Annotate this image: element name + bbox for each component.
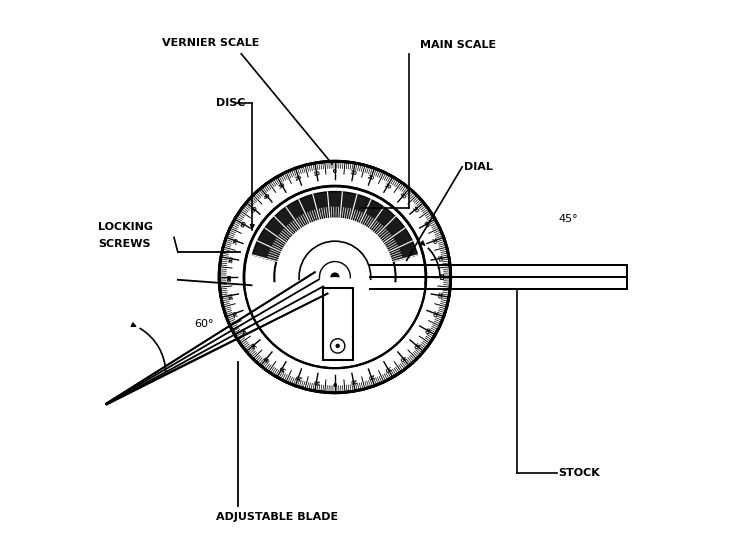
- Text: 90: 90: [227, 273, 233, 281]
- Text: 40: 40: [263, 353, 272, 362]
- Text: 20: 20: [367, 175, 375, 182]
- Text: 60: 60: [422, 220, 430, 229]
- Bar: [322, 288, 353, 360]
- Text: 70: 70: [430, 237, 437, 245]
- Text: 70: 70: [233, 237, 240, 245]
- Text: 10: 10: [313, 171, 321, 177]
- Text: 20: 20: [294, 175, 303, 182]
- Text: 20: 20: [367, 372, 375, 379]
- Text: 60: 60: [240, 220, 248, 229]
- Text: DISC: DISC: [216, 99, 246, 109]
- Text: 0: 0: [333, 170, 337, 175]
- Text: 10: 10: [313, 377, 321, 383]
- Text: 30: 30: [278, 364, 287, 372]
- Text: 60°: 60°: [194, 319, 214, 329]
- Text: 80: 80: [228, 291, 235, 299]
- Text: 50: 50: [250, 205, 259, 214]
- Text: 0: 0: [333, 379, 337, 384]
- Circle shape: [330, 338, 345, 353]
- Text: 60: 60: [422, 325, 430, 334]
- Text: 80: 80: [228, 255, 235, 263]
- Text: 70: 70: [233, 309, 240, 317]
- Text: 10: 10: [349, 377, 357, 383]
- Text: DIAL: DIAL: [464, 162, 493, 172]
- Text: MAIN SCALE: MAIN SCALE: [420, 40, 497, 50]
- Text: 10: 10: [349, 171, 357, 177]
- Text: 30: 30: [383, 364, 392, 372]
- Circle shape: [299, 241, 371, 313]
- Circle shape: [336, 343, 340, 348]
- Text: 30: 30: [383, 182, 392, 190]
- Text: LOCKING: LOCKING: [98, 222, 153, 232]
- Circle shape: [336, 343, 340, 348]
- Text: 0: 0: [333, 170, 337, 175]
- Circle shape: [319, 261, 350, 293]
- Circle shape: [275, 217, 395, 337]
- Text: 40: 40: [398, 192, 407, 201]
- Text: 0: 0: [333, 379, 337, 384]
- Circle shape: [331, 273, 339, 281]
- Bar: [322, 288, 353, 360]
- Text: 70: 70: [430, 309, 437, 317]
- Text: SCREWS: SCREWS: [98, 239, 150, 249]
- Text: 50: 50: [411, 340, 420, 349]
- Text: 80: 80: [435, 291, 442, 299]
- Text: ADJUSTABLE BLADE: ADJUSTABLE BLADE: [216, 512, 338, 522]
- Text: 90: 90: [227, 273, 233, 281]
- Text: 60: 60: [240, 325, 248, 334]
- Wedge shape: [252, 192, 417, 261]
- Text: 45°: 45°: [558, 214, 578, 224]
- Text: 90: 90: [437, 273, 442, 281]
- Text: 20: 20: [294, 372, 303, 379]
- Text: 90: 90: [437, 273, 442, 281]
- Text: 50: 50: [411, 205, 420, 214]
- Circle shape: [330, 338, 345, 353]
- Text: 40: 40: [263, 192, 272, 201]
- Wedge shape: [219, 161, 450, 393]
- Text: 80: 80: [435, 255, 442, 263]
- Text: VERNIER SCALE: VERNIER SCALE: [162, 38, 260, 48]
- Text: 30: 30: [278, 182, 287, 190]
- Text: 50: 50: [250, 340, 259, 349]
- Circle shape: [275, 217, 394, 337]
- Text: 40: 40: [398, 353, 407, 362]
- Wedge shape: [245, 277, 425, 367]
- Text: STOCK: STOCK: [558, 468, 600, 478]
